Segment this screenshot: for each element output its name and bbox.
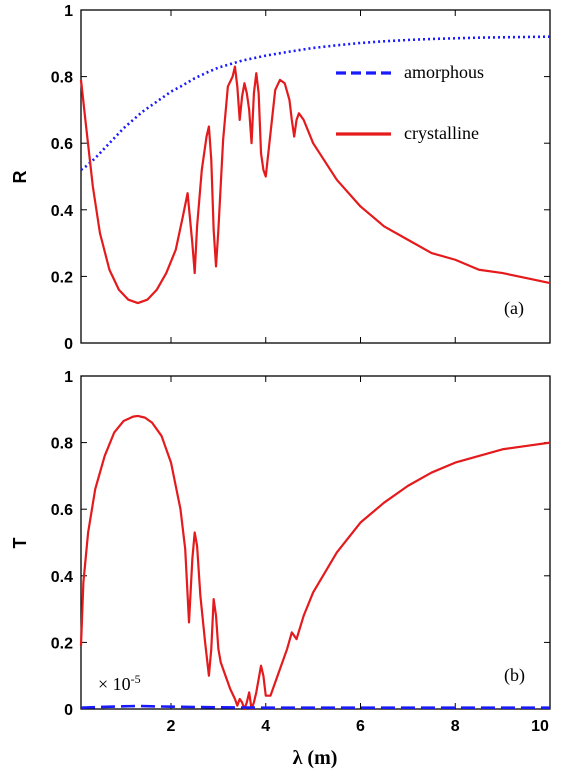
x-tick-label-1: 4	[261, 718, 270, 735]
y-axis-label-b: T	[10, 538, 30, 549]
y-tick-label-a-0: 0	[64, 336, 73, 353]
x-axis-label: λ (m)	[293, 747, 338, 769]
y-tick-label-b-5: 1	[64, 369, 73, 386]
scale-annotation: × 10-5	[98, 672, 141, 694]
ticks-a: 0 0.2 0.4 0.6 0.8 1	[51, 3, 551, 353]
y-tick-label-a-3: 0.6	[51, 136, 73, 153]
y-tick-label-b-3: 0.6	[51, 502, 73, 519]
y-tick-label-a-5: 1	[64, 3, 73, 20]
y-tick-label-a-1: 0.2	[51, 269, 73, 286]
x-tick-label-2: 6	[356, 718, 365, 735]
y-tick-label-b-4: 0.8	[51, 436, 73, 453]
legend: amorphous crystalline	[336, 62, 484, 143]
plot-frame-b	[80, 375, 551, 710]
y-tick-label-b-0: 0	[64, 702, 73, 719]
panel-a: 0 0.2 0.4 0.6 0.8 1 R (a) amorphous crystalli…	[10, 3, 551, 353]
panel-b: 0 0.2 0.4 0.6 0.8 1 2 4 6 8 10 T (b) × 10-5 λ (m)	[10, 369, 551, 769]
y-tick-label-a-2: 0.4	[51, 203, 73, 220]
plot-frame-a	[80, 9, 551, 344]
series-a	[79, 35, 551, 305]
legend-amorphous-label: amorphous	[404, 62, 484, 82]
y-tick-label-b-2: 0.4	[51, 569, 73, 586]
legend-crystalline-label: crystalline	[404, 123, 479, 143]
panel-label-a: (a)	[504, 298, 524, 319]
ticks-b: 0 0.2 0.4 0.6 0.8 1 2 4 6 8 10	[51, 369, 551, 735]
panel-label-b: (b)	[504, 665, 525, 686]
series-crystalline-b	[79, 414, 551, 711]
x-tick-label-0: 2	[167, 718, 176, 735]
x-tick-label-4: 10	[531, 718, 549, 735]
series-b	[79, 414, 551, 711]
x-tick-label-3: 8	[451, 718, 460, 735]
y-axis-label-a: R	[10, 171, 30, 184]
y-tick-label-a-4: 0.8	[51, 70, 73, 87]
series-amorphous-b	[80, 704, 550, 709]
series-amorphous-a	[80, 35, 551, 171]
series-crystalline-a	[79, 65, 551, 305]
y-tick-label-b-1: 0.2	[51, 635, 73, 652]
